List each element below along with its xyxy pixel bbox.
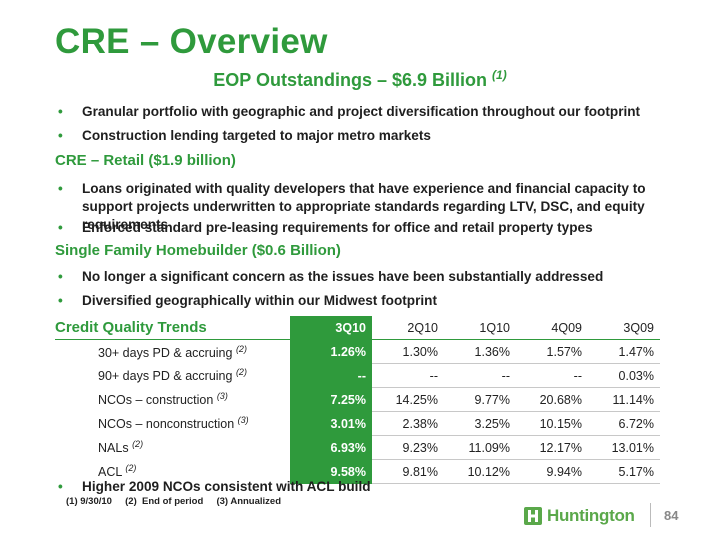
table-cell: -- [290,363,372,388]
table-row: NCOs – construction (3) 7.25% 14.25% 9.7… [55,387,660,412]
table-cell: 10.15% [516,411,588,436]
bullet-homebuilder-1: No longer a significant concern as the i… [58,268,668,286]
row-label: NALs (2) [98,439,144,456]
table-cell: 11.09% [444,435,516,460]
table-row: 30+ days PD & accruing (2) 1.26% 1.30% 1… [55,339,660,364]
table-cell: 1.30% [372,339,444,364]
bullet-retail-2: Enforced standard pre-leasing requiremen… [58,219,668,237]
footer-divider [650,503,651,527]
column-header: 3Q09 [588,316,660,340]
row-label: 90+ days PD & accruing (2) [98,367,247,384]
table-cell: -- [516,363,588,388]
table-cell: 12.17% [516,435,588,460]
table-cell: -- [372,363,444,388]
footnote: (1) 9/30/10 (2) End of period (3) Annual… [66,496,282,507]
column-header: 1Q10 [444,316,516,340]
row-label: 30+ days PD & accruing (2) [98,343,247,360]
table-cell: 6.93% [290,435,372,460]
huntington-logo: Huntington [524,506,635,526]
credit-quality-table: Credit Quality Trends 3Q10 2Q10 1Q10 4Q0… [55,316,660,484]
row-label: NCOs – nonconstruction (3) [98,415,249,432]
table-cell: 1.47% [588,339,660,364]
bullet-final: Higher 2009 NCOs consistent with ACL bui… [58,478,668,496]
column-header: 2Q10 [372,316,444,340]
table-cell: 14.25% [372,387,444,412]
section-cre-retail: CRE – Retail ($1.9 billion) [55,152,236,169]
table-cell: 13.01% [588,435,660,460]
column-header: 3Q10 [290,316,372,340]
table-cell: 1.26% [290,339,372,364]
subtitle-note: (1) [492,68,507,82]
page-number: 84 [664,508,679,523]
huntington-logo-mark-icon [524,507,542,525]
logo-text: Huntington [547,506,635,525]
table-cell: -- [444,363,516,388]
table-cell: 7.25% [290,387,372,412]
section-homebuilder: Single Family Homebuilder ($0.6 Billion) [55,242,341,259]
bullet-intro-2: Construction lending targeted to major m… [58,127,668,145]
table-header-row: Credit Quality Trends 3Q10 2Q10 1Q10 4Q0… [55,316,660,340]
table-cell: 9.77% [444,387,516,412]
bullet-homebuilder-2: Diversified geographically within our Mi… [58,292,668,310]
subtitle: EOP Outstandings – $6.9 Billion (1) [0,68,720,91]
row-label: ACL (2) [98,463,137,480]
credit-quality-title: Credit Quality Trends [55,316,290,340]
table-cell: 2.38% [372,411,444,436]
table-row: NALs (2) 6.93% 9.23% 11.09% 12.17% 13.01… [55,435,660,460]
table-cell: 20.68% [516,387,588,412]
bullet-intro-1: Granular portfolio with geographic and p… [58,103,668,121]
table-cell: 1.57% [516,339,588,364]
column-header: 4Q09 [516,316,588,340]
table-row: NCOs – nonconstruction (3) 3.01% 2.38% 3… [55,411,660,436]
table-cell: 3.25% [444,411,516,436]
subtitle-text: EOP Outstandings – $6.9 Billion [213,70,488,90]
table-cell: 0.03% [588,363,660,388]
table-row: 90+ days PD & accruing (2) -- -- -- -- 0… [55,363,660,388]
table-cell: 3.01% [290,411,372,436]
page-title: CRE – Overview [55,22,328,61]
table-cell: 1.36% [444,339,516,364]
row-label: NCOs – construction (3) [98,391,228,408]
table-cell: 9.23% [372,435,444,460]
table-cell: 6.72% [588,411,660,436]
table-cell: 11.14% [588,387,660,412]
